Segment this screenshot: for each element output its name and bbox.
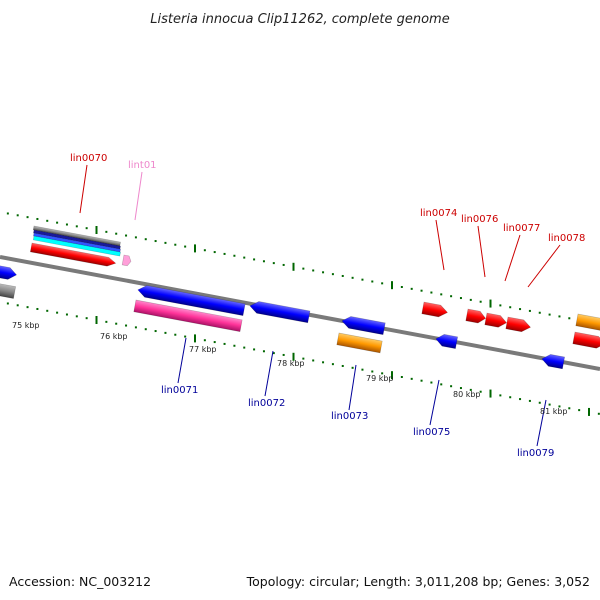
lin0070-band-cyan[interactable]: [32, 235, 121, 257]
leader-lin0072: [264, 350, 274, 397]
edge-blue-fragment[interactable]: [0, 264, 18, 281]
gene-label-lin0079[interactable]: lin0079: [517, 448, 554, 459]
lin0078-arrow[interactable]: [505, 316, 532, 333]
lin0071-pink-band[interactable]: [133, 299, 243, 332]
map-title: Listeria innocua Clip11262, complete gen…: [150, 12, 449, 27]
lin0073-arrow[interactable]: [341, 315, 386, 336]
lin0076-arrow[interactable]: [465, 308, 487, 324]
scale-label-77kbp: 77 kbp: [189, 345, 217, 354]
scale-label-80kbp: 80 kbp: [453, 390, 481, 399]
scale-label-75kbp: 75 kbp: [12, 321, 40, 330]
gene-label-lin0072[interactable]: lin0072: [248, 398, 285, 409]
leader-lin0074: [435, 219, 445, 271]
lin0072-arrow[interactable]: [249, 300, 311, 324]
scale-label-76kbp: 76 kbp: [100, 332, 128, 341]
lin0074-arrow[interactable]: [421, 301, 449, 318]
gene-label-lin0070[interactable]: lin0070: [70, 153, 107, 164]
leader-lin0070: [79, 164, 88, 214]
leader-lin0071: [177, 337, 187, 384]
edge-red-fragment[interactable]: [572, 331, 600, 350]
accession-text: Accession: NC_003212: [9, 574, 152, 589]
leader-lin0076: [477, 225, 486, 278]
inner-tick-track: [6, 302, 600, 416]
gene-label-lin0074[interactable]: lin0074: [420, 208, 457, 219]
label-leader-lines: [79, 164, 561, 447]
gene-label-lin0077[interactable]: lin0077: [503, 223, 540, 234]
edge-orange-fragment[interactable]: [575, 313, 600, 332]
lint01-arrow[interactable]: [121, 254, 132, 267]
lin0077-arrow[interactable]: [484, 312, 508, 329]
leader-lin0073: [348, 364, 357, 411]
leader-lin0075: [429, 379, 440, 426]
gene-label-lin0078[interactable]: lin0078: [548, 233, 585, 244]
leader-lin0078: [527, 244, 561, 288]
leader-lint01: [134, 171, 143, 221]
gene-label-lin0071[interactable]: lin0071: [161, 385, 198, 396]
edge-grey-fragment[interactable]: [0, 282, 17, 299]
feature-track: [0, 225, 600, 370]
lin0073-rna[interactable]: [336, 332, 383, 354]
gene-label-lin0076[interactable]: lin0076: [461, 214, 498, 225]
scale-label-78kbp: 78 kbp: [277, 359, 305, 368]
lin0070-arrow[interactable]: [29, 242, 117, 268]
scale-label-81kbp: 81 kbp: [540, 407, 568, 416]
leader-lin0079: [536, 399, 547, 447]
gene-label-lin0075[interactable]: lin0075: [413, 427, 450, 438]
gene-label-lint01[interactable]: lint01: [128, 160, 157, 171]
lin0071-arrow[interactable]: [137, 284, 246, 316]
scale-label-79kbp: 79 kbp: [366, 374, 394, 383]
leader-lin0077: [504, 234, 521, 282]
lin0075-arrow[interactable]: [435, 333, 458, 349]
lin0079-arrow[interactable]: [541, 353, 565, 370]
genome-summary-text: Topology: circular; Length: 3,011,208 bp…: [246, 574, 590, 589]
gene-label-lin0073[interactable]: lin0073: [331, 411, 368, 422]
